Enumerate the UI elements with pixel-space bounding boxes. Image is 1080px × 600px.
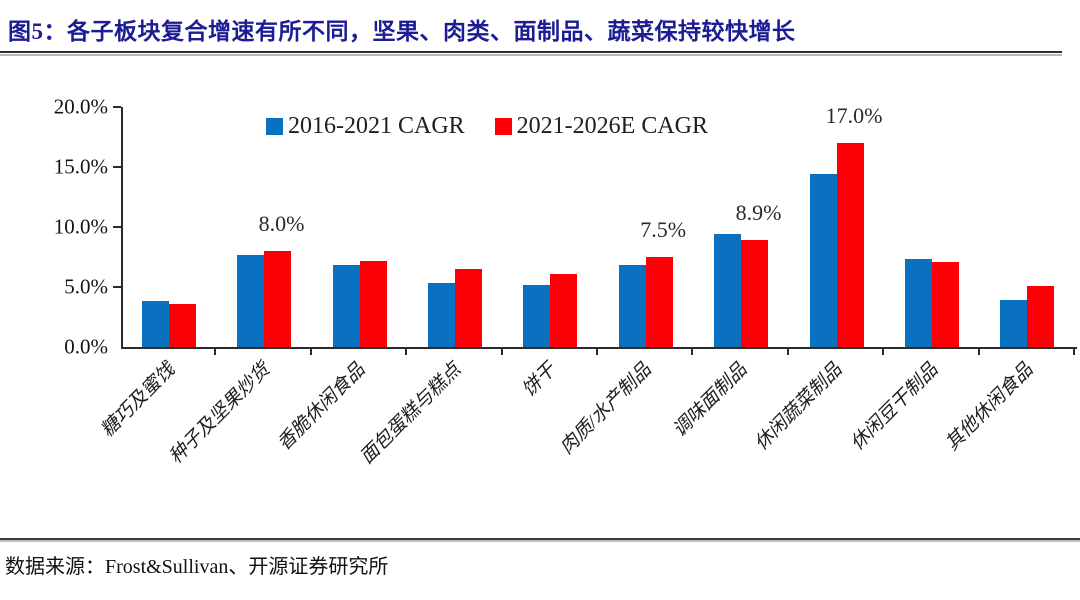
y-tick-label: 15.0% [53,154,108,179]
bar-value-label: 8.9% [735,200,782,226]
y-tick-mark [113,286,121,288]
x-tick-mark [309,349,312,355]
bar-s1-c0 [168,303,196,347]
x-tick-mark [1073,349,1075,355]
y-tick-label: 10.0% [53,214,108,239]
axis-frame [121,107,1077,349]
legend-swatch-red [494,117,512,135]
source-divider [0,538,1080,540]
x-category-label: 糖巧及蜜饯 [96,359,179,442]
bar-value-label: 17.0% [825,103,883,128]
bar-s1-c8 [931,261,959,347]
bar-s0-c1 [237,254,265,347]
chart-legend: 2016-2021 CAGR 2021-2026E CAGR [266,114,708,138]
x-tick-mark [596,349,598,355]
x-category-label: 香脆休闲食品 [274,359,370,455]
legend-label-2016-2021-cagr: 2016-2021 CAGR [288,113,465,139]
y-tick-mark [113,226,121,228]
legend-label-2021-2026e-cagr: 2021-2026E CAGR [516,113,709,139]
bar-s1-c1 [264,251,292,347]
bar-s1-c4 [550,273,578,347]
legend-item-2021-2026e-cagr: 2021-2026E CAGR [494,113,709,139]
bar-s1-c9 [1027,285,1055,347]
bar-s0-c5 [618,265,646,347]
y-tick-label: 20.0% [53,94,108,119]
x-tick-mark [977,349,980,355]
y-tick-mark [113,106,121,108]
x-category-label: 其他休闲食品 [941,359,1038,455]
x-category-label: 饼干 [518,359,561,402]
bar-s0-c4 [523,284,551,347]
x-category-label: 种子及坚果炒货 [165,359,275,469]
y-tick-label: 5.0% [64,274,108,299]
legend-swatch-blue [266,117,283,135]
x-tick-mark [786,349,789,355]
bar-value-label: 7.5% [640,217,687,242]
bar-s0-c8 [904,259,932,347]
bar-s0-c3 [427,283,455,347]
bar-s1-c3 [454,269,482,347]
bar-s0-c7 [809,174,837,347]
x-category-label: 面包蛋糕与糕点 [356,359,466,469]
bar-s0-c2 [332,265,360,347]
x-category-label: 调味面制品 [669,359,752,442]
figure-title: 图5：各子板块复合增速有所不同，坚果、肉类、面制品、蔬菜保持较快增长 [8,19,796,44]
bar-s1-c2 [359,260,387,347]
y-tick-label: 0.0% [64,334,108,359]
title-divider [0,51,1062,53]
x-tick-mark [405,349,408,355]
x-tick-mark [500,349,503,355]
bar-s1-c7 [836,143,864,347]
bar-value-label: 8.0% [258,211,305,236]
x-tick-mark [882,349,885,355]
x-category-label: 肉质/水产制品 [556,359,656,459]
x-category-label: 休闲蔬菜制品 [751,359,847,455]
x-tick-mark [214,349,217,355]
y-tick-mark [113,166,121,168]
bar-s0-c0 [141,301,169,347]
x-category-label: 休闲豆干制品 [846,359,943,455]
bar-s0-c6 [714,234,742,347]
bar-s0-c9 [1000,300,1028,347]
legend-item-2016-2021-cagr: 2016-2021 CAGR [266,114,465,138]
data-source: 数据来源：Frost&Sullivan、开源证券研究所 [5,556,389,578]
bar-s1-c5 [645,257,673,347]
x-tick-mark [691,349,694,355]
bar-s1-c6 [741,240,769,347]
